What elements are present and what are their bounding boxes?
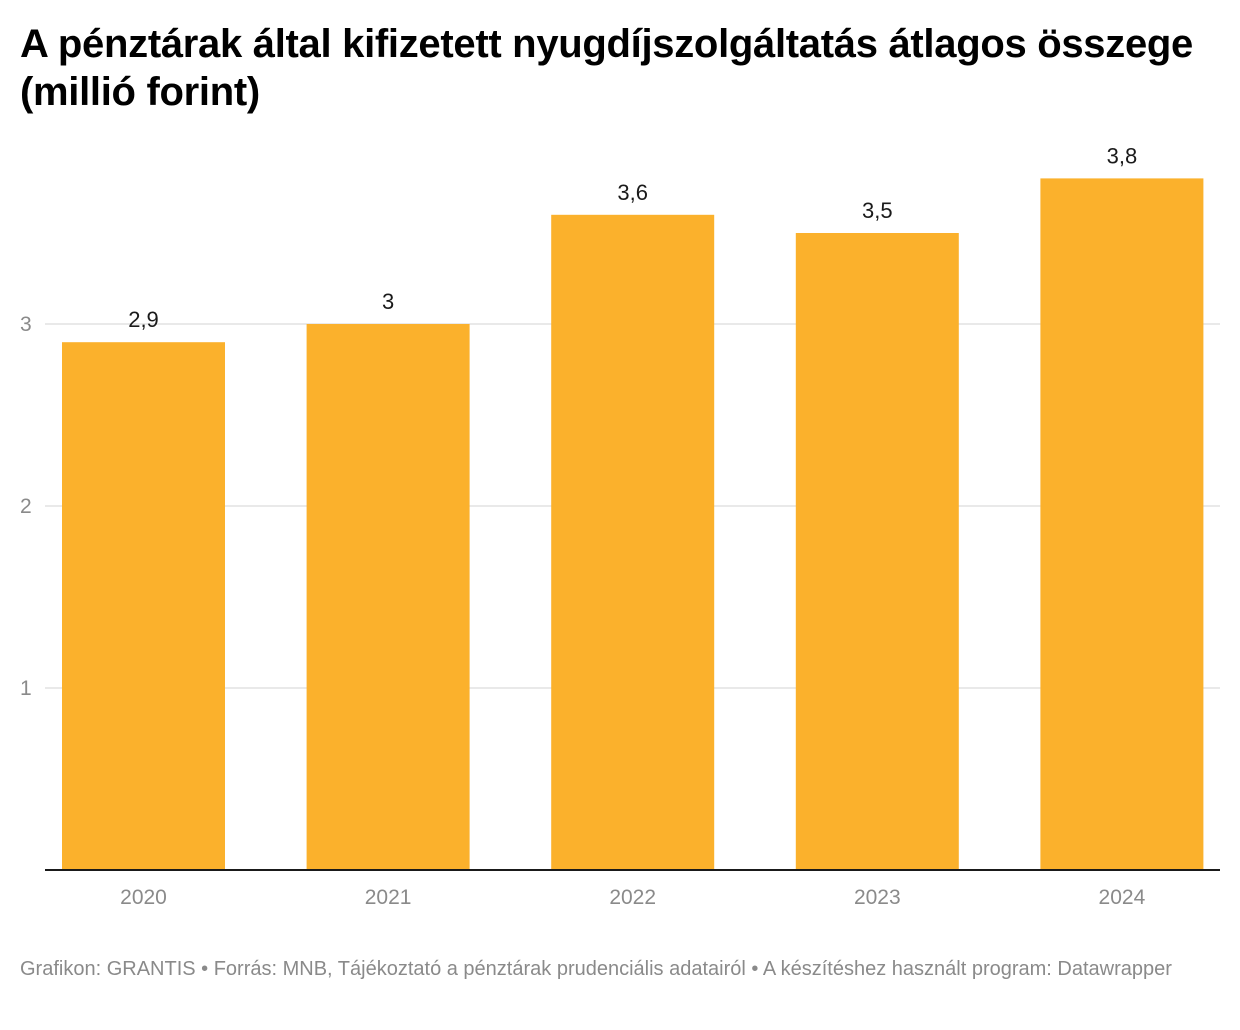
y-tick-label: 2 — [20, 495, 32, 518]
bar-2021 — [306, 324, 470, 870]
bar-chart: 1 2 3 2,9 3 3,6 3,5 3,8 2020 2021 2022 2023 2024 — [20, 143, 1220, 909]
x-tick-label-2020: 2020 — [120, 886, 167, 909]
x-tick-label-2022: 2022 — [609, 886, 656, 909]
y-tick-label: 3 — [20, 313, 32, 336]
value-label-2020: 2,9 — [128, 307, 159, 332]
bar-2024 — [1040, 178, 1204, 870]
x-tick-label-2024: 2024 — [1099, 886, 1146, 909]
bar-2020 — [62, 342, 225, 870]
footer-credits: Grafikon: GRANTIS • Forrás: MNB, Tájékoz… — [20, 958, 1172, 980]
value-label-2021: 3 — [382, 289, 394, 314]
bar-2022 — [551, 214, 715, 871]
x-tick-label-2021: 2021 — [365, 886, 412, 909]
data-labels: 2,9 3 3,6 3,5 3,8 — [128, 143, 1137, 332]
bar-2023 — [795, 233, 959, 870]
x-axis: 2020 2021 2022 2023 2024 — [45, 869, 1220, 909]
value-label-2024: 3,8 — [1107, 143, 1138, 168]
chart-title: A pénztárak által kifizetett nyugdíjszol… — [20, 22, 1193, 114]
value-label-2022: 3,6 — [617, 180, 648, 205]
value-label-2023: 3,5 — [862, 198, 893, 223]
bars — [62, 178, 1204, 871]
y-tick-label: 1 — [20, 677, 32, 700]
x-tick-label-2023: 2023 — [854, 886, 901, 909]
